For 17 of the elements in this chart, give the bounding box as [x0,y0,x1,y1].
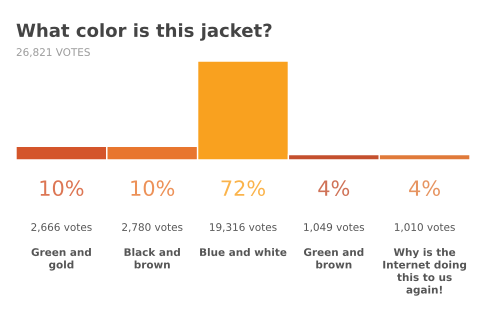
text: 19,316 votes [210,223,277,232]
text: 1,049 votes [304,223,364,232]
data-label: 10% [40,180,84,196]
chart-subtitle: 26,821 VOTES [16,48,90,58]
data-label: 4% [318,180,350,196]
x-tick-label: Black and brown [124,248,180,269]
chart-title: What color is this jacket? [16,23,272,41]
x-tick-label: Green and gold [32,248,91,271]
text: 2,666 votes [31,223,92,232]
text: 2,780 votes [122,223,182,232]
data-label: 10% [131,180,174,196]
x-tick-label: Green and brown [304,248,364,269]
x-tick-label: Why is the Internet doing this to us again! [383,248,466,296]
data-label: 4% [409,180,440,196]
x-tick-label: Blue and white [200,248,286,256]
text: 1,010 votes [394,223,455,232]
data-label: 72% [222,180,266,196]
